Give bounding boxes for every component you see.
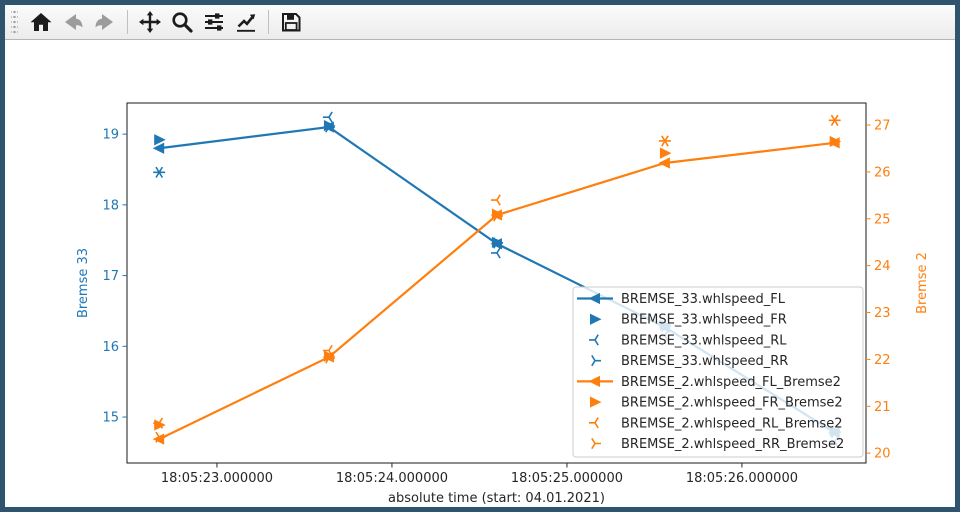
y-tick-label: 22 bbox=[874, 353, 891, 368]
y-tick-label: 26 bbox=[874, 165, 891, 180]
x-tick-label: 18:05:25.000000 bbox=[511, 471, 623, 486]
back-button[interactable] bbox=[58, 8, 88, 36]
marker-tri-right bbox=[325, 121, 335, 133]
right-axis: 20 21 22 23 24 25 26 27 Bremse 2 bbox=[866, 119, 930, 462]
x-tick-label: 18:05:23.000000 bbox=[161, 471, 273, 486]
x-tick-label: 18:05:24.000000 bbox=[336, 471, 448, 486]
marker-tri-right bbox=[155, 431, 166, 443]
marker-tri-right bbox=[591, 437, 601, 450]
legend-entry: BREMSE_33.whlspeed_FL bbox=[577, 292, 786, 307]
marker-triangle-right bbox=[829, 135, 842, 148]
sliders-icon bbox=[205, 13, 223, 31]
marker-tri-left bbox=[490, 194, 501, 206]
legend-entry: BREMSE_33.whlspeed_RL bbox=[589, 333, 787, 348]
edit-parameters-button[interactable] bbox=[231, 8, 261, 36]
forward-button[interactable] bbox=[90, 8, 120, 36]
legend-label: BREMSE_33.whlspeed_RR bbox=[621, 354, 788, 369]
marker-tri-left bbox=[589, 334, 599, 346]
zoom-rect-button[interactable] bbox=[167, 8, 197, 36]
marker-tri-right bbox=[830, 114, 841, 126]
legend-box bbox=[572, 286, 864, 458]
marker-tri-right bbox=[661, 135, 671, 147]
series-BREMSE_2.whlspeed_RR_Bremse2 bbox=[155, 114, 841, 443]
y-tick-label: 27 bbox=[874, 119, 891, 134]
marker-tri-right bbox=[591, 355, 601, 367]
marker-tri-right bbox=[493, 237, 503, 249]
marker-triangle-right bbox=[659, 147, 672, 159]
marker-tri-left bbox=[322, 344, 333, 357]
marker-tri-left bbox=[322, 111, 333, 123]
series-BREMSE_2.whlspeed_RL_Bremse2 bbox=[153, 114, 839, 429]
marker-triangle-left bbox=[588, 292, 600, 305]
figure-canvas[interactable]: 18:05:23.000000 18:05:24.000000 18:05:25.0… bbox=[5, 5, 960, 512]
arrow-right-icon bbox=[95, 14, 113, 30]
y-tick-label: 23 bbox=[874, 306, 891, 321]
y-tick-label: 21 bbox=[874, 400, 891, 415]
chart-line-icon bbox=[237, 14, 256, 32]
toolbar-grip-handle[interactable] bbox=[11, 10, 18, 34]
marker-triangle-left bbox=[658, 157, 670, 169]
marker-tri-left bbox=[153, 166, 164, 178]
configure-subplots-button[interactable] bbox=[199, 8, 229, 36]
toolbar-separator bbox=[268, 10, 269, 34]
left-axis-title: Bremse 33 bbox=[76, 248, 91, 318]
right-axis-title: Bremse 2 bbox=[915, 252, 930, 314]
marker-tri-right bbox=[155, 166, 166, 178]
legend-label: BREMSE_2.whlspeed_FR_Bremse2 bbox=[621, 396, 843, 411]
y-tick-label: 20 bbox=[874, 447, 891, 462]
marker-tri-left bbox=[490, 247, 501, 259]
move-arrows-icon bbox=[139, 11, 161, 33]
marker-tri-left bbox=[589, 417, 599, 429]
marker-triangle-left bbox=[588, 375, 600, 387]
floppy-disk-icon bbox=[282, 13, 301, 32]
y-tick-label: 25 bbox=[874, 212, 891, 227]
x-axis-label: absolute time (start: 04.01.2021) bbox=[388, 491, 605, 506]
x-tick-label: 18:05:26.000000 bbox=[686, 471, 798, 486]
navigation-toolbar bbox=[5, 5, 955, 40]
left-axis: 15 16 17 18 19 Bremse 33 bbox=[76, 128, 127, 426]
toolbar-separator bbox=[127, 10, 128, 34]
marker-tri-right bbox=[493, 210, 503, 222]
legend: BREMSE_33.whlspeed_FL BREMSE_33.whlspeed_… bbox=[572, 286, 864, 458]
legend-label: BREMSE_33.whlspeed_RL bbox=[621, 333, 787, 348]
legend-entry: BREMSE_2.whlspeed_FL_Bremse2 bbox=[577, 375, 841, 390]
marker-triangle-left bbox=[152, 142, 165, 154]
marker-triangle-right bbox=[154, 134, 166, 146]
legend-label: BREMSE_33.whlspeed_FR bbox=[621, 313, 787, 328]
axes-frame bbox=[126, 102, 867, 464]
pan-button[interactable] bbox=[135, 8, 165, 36]
y-tick-label: 16 bbox=[102, 340, 119, 355]
legend-label: BREMSE_2.whlspeed_RL_Bremse2 bbox=[621, 416, 842, 431]
home-icon bbox=[30, 13, 52, 31]
legend-label: BREMSE_2.whlspeed_RR_Bremse2 bbox=[621, 437, 844, 452]
legend-entry: BREMSE_2.whlspeed_RL_Bremse2 bbox=[589, 416, 842, 431]
marker-tri-left bbox=[658, 135, 669, 147]
y-tick-label: 17 bbox=[102, 269, 119, 284]
marker-tri-right bbox=[325, 352, 335, 364]
save-button[interactable] bbox=[276, 8, 306, 36]
y-tick-label: 19 bbox=[102, 128, 119, 143]
legend-label: BREMSE_33.whlspeed_FL bbox=[621, 292, 786, 307]
legend-label: BREMSE_2.whlspeed_FL_Bremse2 bbox=[621, 375, 841, 390]
magnifier-icon bbox=[172, 12, 193, 33]
marker-triangle-right bbox=[590, 313, 602, 325]
legend-entry: BREMSE_2.whlspeed_RR_Bremse2 bbox=[591, 437, 844, 452]
home-button[interactable] bbox=[26, 8, 56, 36]
y-tick-label: 15 bbox=[102, 411, 119, 426]
marker-tri-left bbox=[153, 417, 164, 429]
arrow-left-icon bbox=[65, 14, 83, 30]
marker-triangle-right bbox=[590, 396, 602, 408]
legend-entry: BREMSE_33.whlspeed_FR bbox=[590, 313, 787, 328]
y-tick-label: 24 bbox=[874, 259, 891, 274]
marker-tri-left bbox=[828, 114, 839, 126]
legend-entry: BREMSE_2.whlspeed_FR_Bremse2 bbox=[590, 396, 843, 411]
legend-entry: BREMSE_33.whlspeed_RR bbox=[591, 354, 788, 369]
x-axis: 18:05:23.000000 18:05:24.000000 18:05:25.0… bbox=[161, 463, 798, 506]
y-tick-label: 18 bbox=[102, 198, 119, 213]
